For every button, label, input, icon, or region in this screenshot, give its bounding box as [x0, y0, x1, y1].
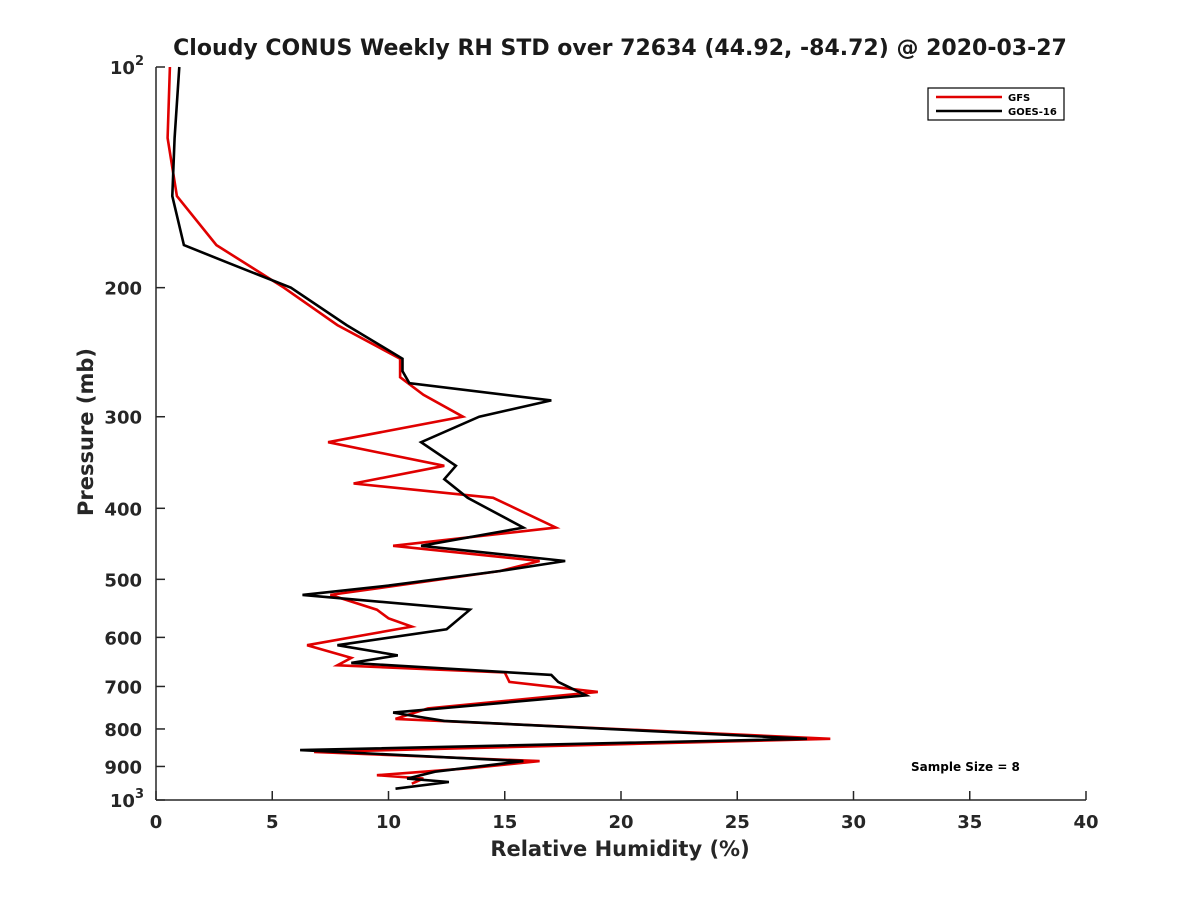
x-tick-label: 10 [376, 812, 401, 833]
y-tick-label: 700 [104, 677, 142, 698]
y-tick-exponent: 2 [135, 54, 144, 69]
x-tick-label: 40 [1073, 812, 1098, 833]
x-tick-label: 0 [150, 812, 163, 833]
y-tick-label: 103 [110, 787, 144, 812]
legend-box [927, 87, 1065, 121]
legend: GFS GOES-16 [927, 87, 1065, 121]
y-axis-label: Pressure (mb) [74, 348, 98, 516]
x-axis-label: Relative Humidity (%) [490, 837, 749, 861]
series-lines [166, 66, 831, 790]
x-tick-label: 15 [492, 812, 517, 833]
series-line-goes-16 [170, 66, 808, 790]
chart-title: Cloudy CONUS Weekly RH STD over 72634 (4… [173, 36, 1067, 61]
y-tick-label: 600 [104, 628, 142, 649]
series-line-gfs [166, 66, 831, 785]
sample-size-annotation: Sample Size = 8 [911, 760, 1020, 774]
y-tick-label: 102 [110, 54, 144, 79]
x-tick-label: 25 [725, 812, 750, 833]
plot-axes [155, 67, 1086, 801]
legend-label-gfs: GFS [1008, 93, 1030, 104]
y-tick-exponent: 3 [135, 787, 144, 802]
x-tick-label: 20 [608, 812, 633, 833]
y-tick-label: 800 [104, 720, 142, 741]
x-tick-label: 30 [841, 812, 866, 833]
legend-label-goes16: GOES-16 [1008, 107, 1057, 118]
y-tick-label: 500 [104, 570, 142, 591]
x-tick-label: 35 [957, 812, 982, 833]
y-tick-label: 400 [104, 499, 142, 520]
x-axis-ticks: 0 5 10 15 20 25 30 35 40 [150, 791, 1099, 833]
y-tick-label: 900 [104, 757, 142, 778]
y-tick-label: 300 [104, 408, 142, 429]
x-tick-label: 5 [266, 812, 279, 833]
y-tick-label: 200 [104, 279, 142, 300]
y-axis-ticks: 102 200 300 400 500 600 700 800 900 103 [104, 54, 165, 812]
